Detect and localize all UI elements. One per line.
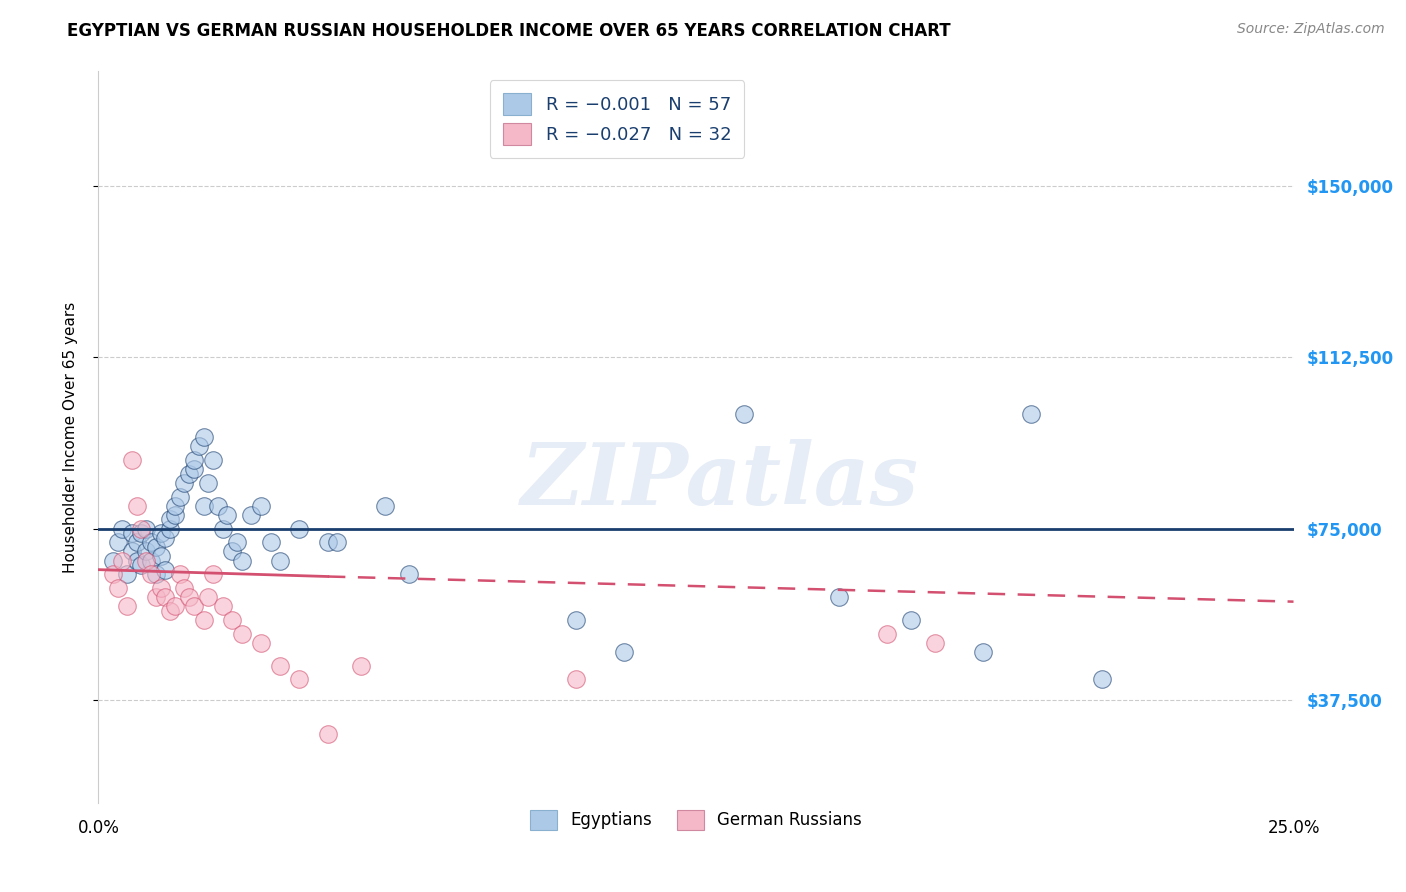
Point [149, 526, 172, 541]
Point [115, 567, 138, 582]
Point [139, 567, 162, 582]
Point [183, 462, 205, 476]
Point [231, 626, 253, 640]
Point [101, 553, 124, 567]
Point [125, 535, 148, 549]
Point [269, 553, 291, 567]
Point [226, 535, 249, 549]
Point [193, 499, 215, 513]
Point [217, 508, 239, 522]
Point [202, 567, 225, 582]
Point [733, 407, 755, 421]
Point [924, 636, 946, 650]
Text: Source: ZipAtlas.com: Source: ZipAtlas.com [1237, 22, 1385, 37]
Point [179, 467, 201, 481]
Point [259, 535, 281, 549]
Point [326, 535, 349, 549]
Point [900, 613, 922, 627]
Point [107, 581, 129, 595]
Point [155, 531, 177, 545]
Point [135, 553, 157, 567]
Point [240, 508, 263, 522]
Point [131, 558, 153, 573]
Point [565, 673, 588, 687]
Point [107, 535, 129, 549]
Point [121, 544, 143, 558]
Point [187, 439, 209, 453]
Point [250, 636, 273, 650]
Point [115, 599, 138, 614]
Point [145, 590, 167, 604]
Point [111, 553, 134, 567]
Point [221, 544, 243, 558]
Point [288, 673, 311, 687]
Point [1019, 407, 1042, 421]
Point [211, 521, 233, 535]
Point [149, 581, 172, 595]
Point [211, 599, 233, 614]
Point [231, 553, 253, 567]
Point [169, 490, 191, 504]
Point [269, 658, 291, 673]
Point [135, 544, 157, 558]
Point [202, 453, 225, 467]
Point [121, 453, 143, 467]
Point [828, 590, 851, 604]
Point [197, 475, 219, 490]
Point [288, 521, 311, 535]
Point [374, 499, 396, 513]
Point [173, 581, 195, 595]
Point [197, 590, 219, 604]
Y-axis label: Householder Income Over 65 years: Householder Income Over 65 years [63, 301, 77, 573]
Point [159, 604, 181, 618]
Point [179, 590, 201, 604]
Point [316, 535, 339, 549]
Point [183, 453, 205, 467]
Point [876, 626, 898, 640]
Point [135, 521, 157, 535]
Point [121, 526, 143, 541]
Point [398, 567, 420, 582]
Legend: Egyptians, German Russians: Egyptians, German Russians [522, 801, 870, 838]
Point [101, 567, 124, 582]
Point [972, 645, 994, 659]
Point [159, 521, 181, 535]
Point [155, 563, 177, 577]
Point [1091, 673, 1114, 687]
Point [183, 599, 205, 614]
Point [207, 499, 229, 513]
Point [221, 613, 243, 627]
Point [350, 658, 373, 673]
Point [173, 475, 195, 490]
Point [111, 521, 134, 535]
Point [145, 567, 167, 582]
Point [139, 535, 162, 549]
Point [163, 508, 186, 522]
Point [565, 613, 588, 627]
Point [193, 430, 215, 444]
Text: ZIPatlas: ZIPatlas [520, 439, 920, 523]
Point [125, 553, 148, 567]
Point [139, 553, 162, 567]
Point [125, 499, 148, 513]
Point [163, 599, 186, 614]
Point [155, 590, 177, 604]
Point [145, 540, 167, 554]
Point [316, 727, 339, 741]
Point [149, 549, 172, 563]
Point [250, 499, 273, 513]
Point [131, 526, 153, 541]
Point [169, 567, 191, 582]
Point [193, 613, 215, 627]
Point [163, 499, 186, 513]
Text: EGYPTIAN VS GERMAN RUSSIAN HOUSEHOLDER INCOME OVER 65 YEARS CORRELATION CHART: EGYPTIAN VS GERMAN RUSSIAN HOUSEHOLDER I… [67, 22, 950, 40]
Point [159, 512, 181, 526]
Point [613, 645, 636, 659]
Point [131, 521, 153, 535]
